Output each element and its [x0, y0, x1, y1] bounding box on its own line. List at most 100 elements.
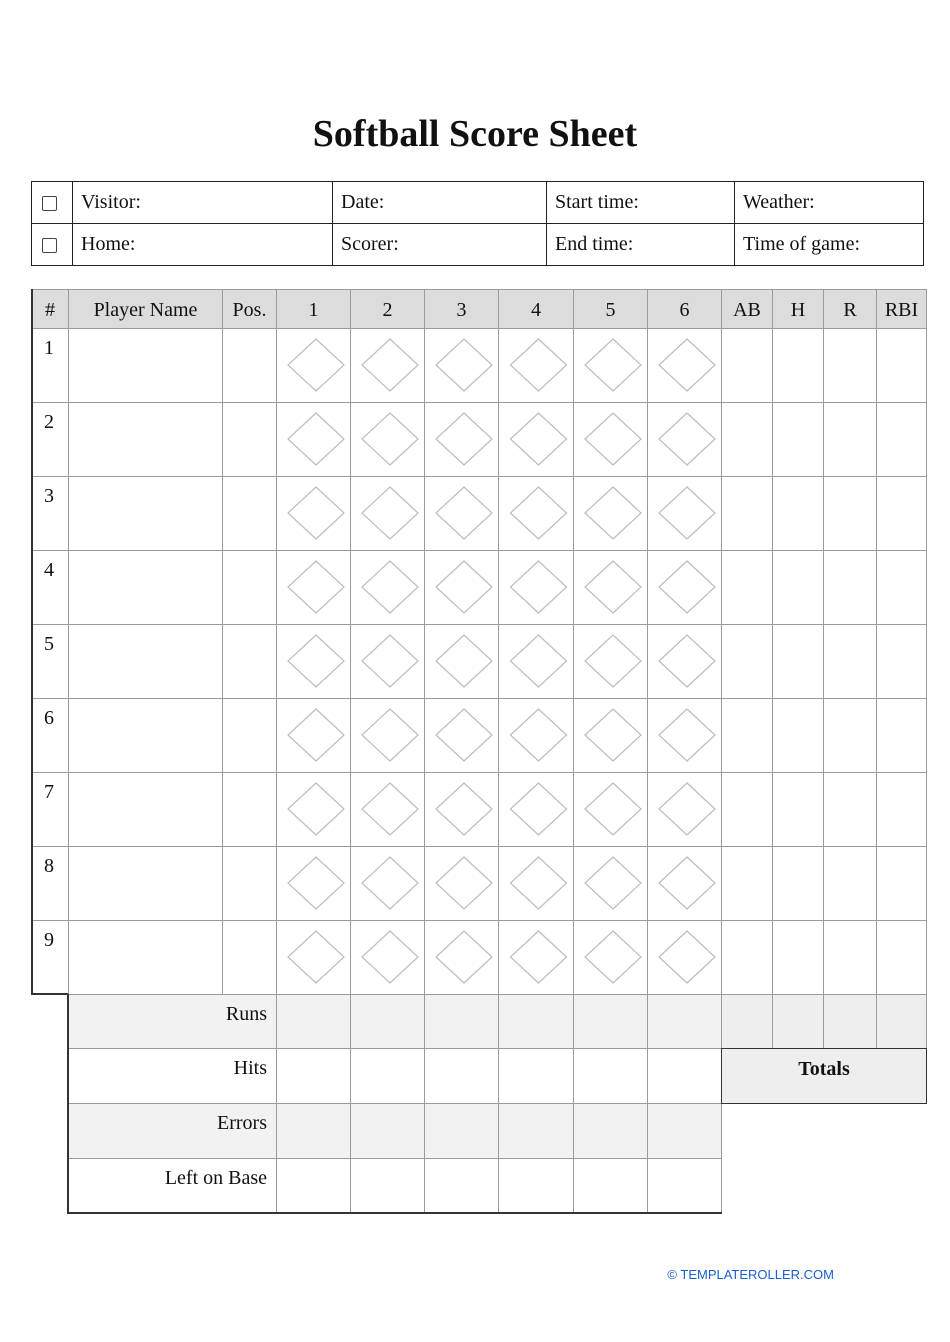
inning-cell[interactable] — [573, 476, 648, 551]
summary-cell[interactable] — [424, 1103, 499, 1159]
score-cell[interactable] — [721, 328, 773, 403]
inning-cell[interactable] — [573, 402, 648, 477]
score-cell[interactable] — [68, 476, 223, 551]
inning-cell[interactable] — [498, 920, 574, 995]
inning-cell[interactable] — [276, 698, 351, 773]
score-cell[interactable] — [772, 920, 824, 995]
score-cell[interactable] — [721, 920, 773, 995]
inning-cell[interactable] — [276, 550, 351, 625]
score-cell[interactable] — [876, 550, 927, 625]
score-cell[interactable] — [222, 846, 277, 921]
home-checkbox[interactable] — [42, 238, 57, 253]
score-cell[interactable] — [222, 550, 277, 625]
score-cell[interactable] — [876, 476, 927, 551]
inning-cell[interactable] — [424, 920, 499, 995]
total-cell[interactable] — [823, 994, 877, 1049]
score-cell[interactable] — [876, 328, 927, 403]
inning-cell[interactable] — [424, 698, 499, 773]
summary-cell[interactable] — [498, 994, 574, 1049]
score-cell[interactable] — [68, 920, 223, 995]
score-cell[interactable] — [823, 328, 877, 403]
score-cell[interactable] — [68, 846, 223, 921]
summary-cell[interactable] — [424, 1048, 499, 1104]
score-cell[interactable] — [876, 402, 927, 477]
inning-cell[interactable] — [424, 846, 499, 921]
inning-cell[interactable] — [276, 920, 351, 995]
score-cell[interactable] — [823, 846, 877, 921]
inning-cell[interactable] — [498, 402, 574, 477]
summary-cell[interactable] — [573, 1158, 648, 1214]
summary-cell[interactable] — [424, 994, 499, 1049]
score-cell[interactable] — [772, 624, 824, 699]
info-field[interactable]: Weather: — [734, 181, 924, 224]
info-field[interactable]: Visitor: — [72, 181, 333, 224]
summary-cell[interactable] — [350, 1048, 425, 1104]
summary-cell[interactable] — [498, 1048, 574, 1104]
inning-cell[interactable] — [647, 402, 722, 477]
inning-cell[interactable] — [498, 624, 574, 699]
score-cell[interactable] — [721, 550, 773, 625]
inning-cell[interactable] — [573, 920, 648, 995]
inning-cell[interactable] — [573, 550, 648, 625]
inning-cell[interactable] — [647, 550, 722, 625]
score-cell[interactable] — [823, 624, 877, 699]
score-cell[interactable] — [721, 476, 773, 551]
inning-cell[interactable] — [424, 402, 499, 477]
score-cell[interactable] — [721, 772, 773, 847]
summary-cell[interactable] — [350, 1103, 425, 1159]
score-cell[interactable] — [823, 920, 877, 995]
inning-cell[interactable] — [424, 624, 499, 699]
inning-cell[interactable] — [350, 328, 425, 403]
inning-cell[interactable] — [350, 920, 425, 995]
score-cell[interactable] — [721, 624, 773, 699]
score-cell[interactable] — [222, 920, 277, 995]
inning-cell[interactable] — [350, 772, 425, 847]
inning-cell[interactable] — [276, 772, 351, 847]
score-cell[interactable] — [876, 920, 927, 995]
summary-cell[interactable] — [276, 1103, 351, 1159]
inning-cell[interactable] — [498, 698, 574, 773]
score-cell[interactable] — [823, 402, 877, 477]
inning-cell[interactable] — [424, 476, 499, 551]
inning-cell[interactable] — [573, 624, 648, 699]
inning-cell[interactable] — [350, 402, 425, 477]
inning-cell[interactable] — [498, 772, 574, 847]
total-cell[interactable] — [721, 994, 773, 1049]
info-field[interactable]: Scorer: — [332, 223, 547, 266]
score-cell[interactable] — [68, 550, 223, 625]
inning-cell[interactable] — [350, 624, 425, 699]
summary-cell[interactable] — [573, 1048, 648, 1104]
visitor-checkbox[interactable] — [42, 196, 57, 211]
score-cell[interactable] — [876, 772, 927, 847]
score-cell[interactable] — [68, 624, 223, 699]
summary-cell[interactable] — [498, 1158, 574, 1214]
total-cell[interactable] — [876, 994, 927, 1049]
summary-cell[interactable] — [350, 1158, 425, 1214]
score-cell[interactable] — [222, 328, 277, 403]
inning-cell[interactable] — [647, 772, 722, 847]
score-cell[interactable] — [772, 550, 824, 625]
inning-cell[interactable] — [647, 624, 722, 699]
score-cell[interactable] — [772, 402, 824, 477]
score-cell[interactable] — [823, 550, 877, 625]
score-cell[interactable] — [772, 476, 824, 551]
score-cell[interactable] — [876, 698, 927, 773]
score-cell[interactable] — [823, 698, 877, 773]
inning-cell[interactable] — [647, 328, 722, 403]
summary-cell[interactable] — [498, 1103, 574, 1159]
score-cell[interactable] — [68, 772, 223, 847]
info-field[interactable]: Home: — [72, 223, 333, 266]
score-cell[interactable] — [222, 624, 277, 699]
total-cell[interactable] — [772, 994, 824, 1049]
score-cell[interactable] — [68, 402, 223, 477]
inning-cell[interactable] — [350, 698, 425, 773]
score-cell[interactable] — [721, 846, 773, 921]
inning-cell[interactable] — [424, 328, 499, 403]
inning-cell[interactable] — [498, 328, 574, 403]
score-cell[interactable] — [772, 772, 824, 847]
summary-cell[interactable] — [647, 1048, 722, 1104]
summary-cell[interactable] — [276, 1158, 351, 1214]
summary-cell[interactable] — [647, 1158, 722, 1214]
inning-cell[interactable] — [647, 476, 722, 551]
inning-cell[interactable] — [424, 550, 499, 625]
